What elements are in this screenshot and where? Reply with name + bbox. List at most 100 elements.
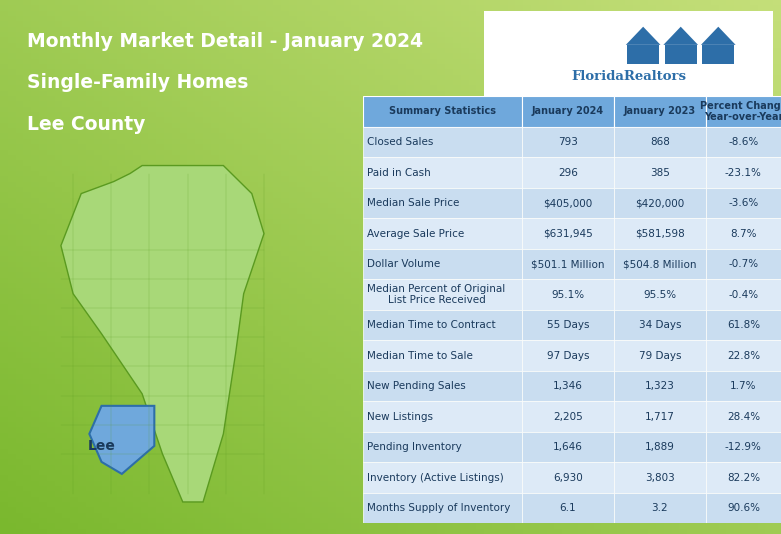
Text: -0.7%: -0.7%: [729, 259, 758, 269]
Text: $504.8 Million: $504.8 Million: [623, 259, 697, 269]
Bar: [706, 188, 781, 218]
Bar: [363, 432, 522, 462]
Text: Median Time to Sale: Median Time to Sale: [367, 351, 473, 360]
Text: 90.6%: 90.6%: [727, 503, 760, 513]
Bar: [363, 158, 522, 188]
Text: 868: 868: [650, 137, 670, 147]
Bar: [363, 340, 522, 371]
Bar: [614, 310, 706, 340]
Bar: [614, 249, 706, 279]
Bar: [665, 45, 697, 64]
Text: 55 Days: 55 Days: [547, 320, 589, 330]
Text: January 2024: January 2024: [532, 106, 604, 116]
Text: 8.7%: 8.7%: [730, 229, 757, 239]
Bar: [614, 127, 706, 158]
Text: $501.1 Million: $501.1 Million: [531, 259, 604, 269]
Bar: [363, 96, 522, 127]
Text: 1,646: 1,646: [553, 442, 583, 452]
Text: Median Sale Price: Median Sale Price: [367, 198, 460, 208]
Text: $420,000: $420,000: [635, 198, 684, 208]
Bar: [614, 158, 706, 188]
Text: Median Time to Contract: Median Time to Contract: [367, 320, 496, 330]
Polygon shape: [626, 27, 661, 45]
Text: Median Percent of Original
List Price Received: Median Percent of Original List Price Re…: [367, 284, 505, 305]
Bar: [522, 249, 614, 279]
Bar: [614, 188, 706, 218]
Bar: [702, 45, 734, 64]
Text: Closed Sales: Closed Sales: [367, 137, 433, 147]
Text: 6,930: 6,930: [553, 473, 583, 483]
Polygon shape: [663, 27, 698, 45]
Text: 3.2: 3.2: [651, 503, 668, 513]
Bar: [522, 310, 614, 340]
Bar: [614, 462, 706, 493]
Text: Lee: Lee: [87, 439, 116, 453]
Bar: [706, 402, 781, 432]
Polygon shape: [61, 166, 264, 502]
Bar: [522, 127, 614, 158]
Text: 34 Days: 34 Days: [639, 320, 681, 330]
Polygon shape: [89, 406, 155, 474]
Text: Paid in Cash: Paid in Cash: [367, 168, 431, 178]
Text: Percent Change
Year-over-Year: Percent Change Year-over-Year: [700, 101, 781, 122]
Bar: [706, 340, 781, 371]
Text: 793: 793: [558, 137, 578, 147]
Bar: [522, 188, 614, 218]
Bar: [706, 249, 781, 279]
Bar: [363, 127, 522, 158]
Bar: [522, 371, 614, 402]
Text: $581,598: $581,598: [635, 229, 685, 239]
Bar: [706, 218, 781, 249]
Text: Lee County: Lee County: [27, 115, 146, 134]
Text: -8.6%: -8.6%: [728, 137, 758, 147]
Bar: [706, 462, 781, 493]
Bar: [614, 218, 706, 249]
Text: 28.4%: 28.4%: [727, 412, 760, 421]
Text: The Voice for Real Estate® in Florida: The Voice for Real Estate® in Florida: [558, 97, 699, 106]
Text: 22.8%: 22.8%: [727, 351, 760, 360]
Bar: [363, 188, 522, 218]
Bar: [522, 432, 614, 462]
Text: New Pending Sales: New Pending Sales: [367, 381, 466, 391]
Text: 6.1: 6.1: [560, 503, 576, 513]
Bar: [614, 432, 706, 462]
Bar: [363, 371, 522, 402]
Text: 2,205: 2,205: [553, 412, 583, 421]
Bar: [614, 493, 706, 523]
Text: 1.7%: 1.7%: [730, 381, 757, 391]
Bar: [706, 279, 781, 310]
Bar: [363, 249, 522, 279]
Bar: [706, 127, 781, 158]
Text: 3,803: 3,803: [645, 473, 675, 483]
Bar: [363, 279, 522, 310]
Text: Single-Family Homes: Single-Family Homes: [27, 73, 248, 92]
Bar: [522, 96, 614, 127]
Text: January 2023: January 2023: [624, 106, 696, 116]
Bar: [522, 218, 614, 249]
Text: Dollar Volume: Dollar Volume: [367, 259, 440, 269]
Text: 61.8%: 61.8%: [727, 320, 760, 330]
Bar: [614, 279, 706, 310]
Text: -23.1%: -23.1%: [725, 168, 761, 178]
Text: 296: 296: [558, 168, 578, 178]
Bar: [614, 340, 706, 371]
Text: 1,717: 1,717: [645, 412, 675, 421]
Bar: [706, 371, 781, 402]
Text: 1,889: 1,889: [645, 442, 675, 452]
Bar: [706, 493, 781, 523]
Bar: [614, 371, 706, 402]
Text: New Listings: New Listings: [367, 412, 433, 421]
Text: 385: 385: [650, 168, 670, 178]
Text: 95.1%: 95.1%: [551, 289, 584, 300]
Text: -0.4%: -0.4%: [729, 289, 758, 300]
Bar: [522, 462, 614, 493]
Text: Pending Inventory: Pending Inventory: [367, 442, 462, 452]
Text: 79 Days: 79 Days: [639, 351, 681, 360]
Bar: [363, 462, 522, 493]
Polygon shape: [701, 27, 736, 45]
Text: Average Sale Price: Average Sale Price: [367, 229, 465, 239]
Text: 1,323: 1,323: [645, 381, 675, 391]
Bar: [706, 96, 781, 127]
Bar: [706, 310, 781, 340]
Text: Monthly Market Detail - January 2024: Monthly Market Detail - January 2024: [27, 32, 423, 51]
